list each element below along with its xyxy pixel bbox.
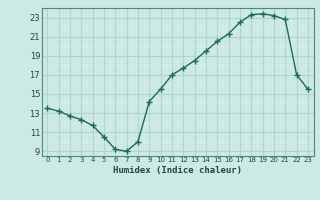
X-axis label: Humidex (Indice chaleur): Humidex (Indice chaleur) bbox=[113, 166, 242, 175]
